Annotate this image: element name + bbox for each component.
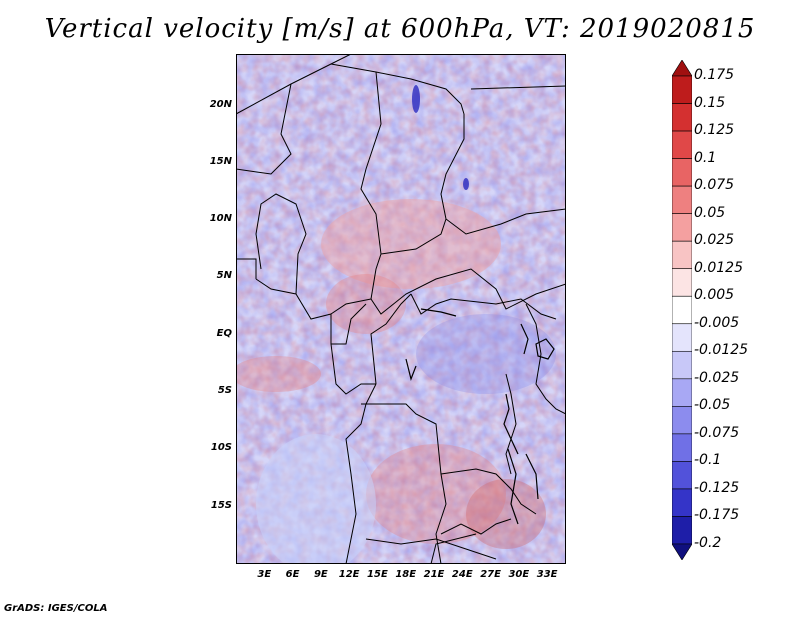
colorbar-segment [672,158,692,187]
latitude-label: 15S [210,499,232,511]
longitude-label: 27E [480,569,501,580]
latitude-label: 20N [209,98,232,110]
colorbar-segment [672,433,692,462]
colorbar-segment [672,543,692,560]
colorbar-segment [672,213,692,242]
longitude-label: 12E [338,569,360,580]
colorbar [672,60,692,560]
colorbar-segment [672,461,692,490]
chart-title: Vertical velocity [m/s] at 600hPa, VT: 2… [44,14,756,44]
map-frame [236,54,566,564]
longitude-label: 6E [285,569,300,580]
colorbar-segment [672,295,692,325]
vertical-velocity-map [236,54,566,564]
colorbar-label: -0.005 [694,314,740,331]
colorbar-label: -0.125 [694,479,740,496]
colorbar-segment [672,130,692,159]
colorbar-label: 0.075 [694,177,735,194]
colorbar-label: -0.175 [694,507,740,524]
country-borders [236,54,566,564]
colorbar-segment [672,406,692,435]
lakes [405,308,555,525]
colorbar-label: -0.2 [694,535,722,551]
latitude-label: 5S [217,385,232,397]
colorbar-segment [672,75,692,104]
longitude-label: 3E [257,569,272,580]
colorbar-segment [672,350,692,380]
colorbar-segment [672,378,692,407]
colorbar-segment [672,185,692,214]
colorbar-label: -0.05 [694,397,731,414]
colorbar-label: 0.175 [694,67,735,83]
colorbar-label: -0.0125 [694,342,749,359]
longitude-label: 21E [423,569,445,580]
colorbar-segment [672,60,692,77]
colorbar-label: 0.005 [694,287,735,304]
longitude-label: 18E [395,569,417,580]
grads-credit: GrADS: IGES/COLA [4,603,108,614]
colorbar-segment [672,488,692,517]
colorbar-label: 0.15 [694,94,726,111]
velocity-field [236,54,566,564]
colorbar-segment [672,268,692,297]
longitude-label: 33E [536,569,558,580]
longitude-label: 15E [367,569,388,580]
colorbar-label: -0.1 [694,452,722,469]
colorbar-label: 0.05 [694,204,726,221]
latitude-label: 10N [209,213,232,225]
colorbar-label: 0.125 [694,122,735,139]
colorbar-segment [672,103,692,132]
latitude-label: 5N [216,270,232,282]
colorbar-label: 0.0125 [694,259,743,276]
latitude-label: 10S [210,442,232,454]
colorbar-segment [672,240,692,270]
latitude-label: 15N [209,155,232,167]
longitude-label: 9E [313,569,328,580]
colorbar-segment [672,516,692,545]
colorbar-label: 0.1 [694,149,717,166]
longitude-label: 24E [451,569,473,580]
colorbar-label: -0.025 [694,369,740,386]
colorbar-label: -0.075 [694,424,740,441]
colorbar-segment [672,323,692,352]
longitude-label: 30E [508,569,530,580]
colorbar-label: 0.025 [694,232,735,249]
latitude-label: EQ [216,327,232,339]
